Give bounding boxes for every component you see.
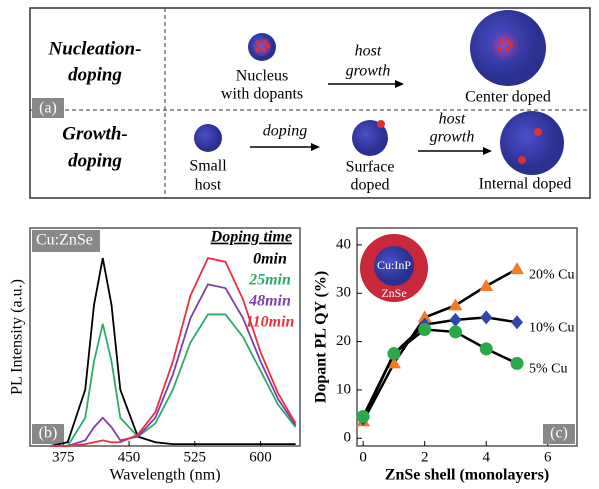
surface-doped [352, 120, 388, 156]
y-tick-label: 0 [344, 430, 352, 446]
x-tick-label: 525 [184, 449, 207, 465]
step-label: Small [189, 158, 227, 175]
x-tick-label: 375 [52, 449, 75, 465]
x-tick-label: 600 [249, 449, 272, 465]
marker [479, 279, 494, 292]
marker [448, 298, 463, 311]
panel-label-box [32, 424, 64, 444]
series-line [50, 257, 297, 447]
x-tick-label: 4 [482, 449, 490, 465]
panel-label: (a) [39, 100, 57, 117]
row-label: Growth- [62, 123, 127, 144]
x-axis-label: Wavelength (nm) [109, 467, 220, 484]
row-label: Nucleation- [48, 38, 142, 59]
marker [480, 310, 493, 325]
arrow-head [395, 80, 404, 88]
legend-title: Doping time [210, 229, 292, 246]
panel-label-box [32, 98, 64, 118]
x-tick-label: 0 [359, 449, 367, 465]
arrow-head [483, 147, 492, 155]
x-tick-label: 2 [421, 449, 429, 465]
x-tick-label: 6 [544, 449, 552, 465]
y-tick-label: 40 [336, 236, 351, 252]
panel-label: (c) [550, 425, 568, 442]
panel-label: (b) [39, 425, 58, 442]
annotation: Cu:ZnSe [36, 232, 93, 249]
y-axis-label: Dopant PL QY (%) [313, 271, 330, 403]
inset-label: Cu:InP [377, 258, 411, 272]
step-label: doped [350, 177, 389, 194]
arrow-label: host [355, 43, 382, 60]
marker [479, 342, 493, 356]
internal-doped [500, 111, 564, 175]
annotation-box [32, 230, 100, 252]
step-label: with dopants [221, 86, 303, 103]
core [491, 32, 519, 60]
small-host [194, 124, 222, 152]
marker [449, 312, 462, 327]
marker [387, 347, 401, 361]
dopant [377, 120, 385, 128]
arrow-label: host [439, 111, 466, 128]
row-label: doping [68, 150, 122, 171]
series-label: 10% Cu [529, 320, 575, 335]
series-line [50, 283, 297, 447]
step-label: Nucleus [236, 68, 288, 85]
series-line [362, 267, 518, 422]
legend-label: 0min [253, 251, 287, 268]
y-tick-label: 30 [336, 285, 351, 301]
legend-label: 25min [248, 272, 291, 289]
legend-label: 48min [248, 293, 291, 310]
plot-frame [356, 227, 578, 447]
marker [356, 410, 370, 424]
series-line [362, 328, 518, 418]
row-label: doping [68, 64, 122, 85]
series-label: 5% Cu [529, 362, 568, 377]
panel-label-box [543, 424, 575, 444]
marker [510, 262, 524, 275]
marker [417, 310, 432, 323]
dopants [497, 38, 514, 53]
series-line [49, 257, 296, 447]
marker [511, 315, 523, 330]
dopant [534, 128, 542, 136]
step-label: host [195, 177, 222, 194]
inset-core [374, 246, 414, 286]
arrow-label: doping [263, 123, 307, 140]
arrow-label: growth [430, 129, 475, 146]
marker [386, 356, 401, 369]
series-label: 20% Cu [529, 267, 575, 282]
plot-frame [29, 227, 301, 447]
y-axis-label: PL Intensity (a.u.) [9, 279, 26, 395]
x-axis-label: ZnSe shell (monolayers) [385, 467, 549, 484]
marker [448, 325, 462, 339]
series-line [50, 313, 297, 447]
step-label: Internal doped [479, 176, 572, 193]
step-label: Center doped [465, 89, 551, 106]
marker [510, 356, 524, 370]
step-label: Surface [346, 159, 395, 176]
legend-label: 110min [246, 314, 295, 331]
dopants [254, 39, 271, 53]
panel-a-frame [29, 7, 591, 199]
dopant [518, 156, 526, 164]
y-tick-label: 20 [336, 333, 351, 349]
arrow-label: growth [346, 63, 391, 80]
marker [418, 323, 432, 337]
x-tick-label: 450 [118, 449, 141, 465]
y-tick-label: 10 [336, 381, 351, 397]
inset-label: ZnSe [381, 286, 406, 300]
arrow-head [311, 143, 320, 151]
